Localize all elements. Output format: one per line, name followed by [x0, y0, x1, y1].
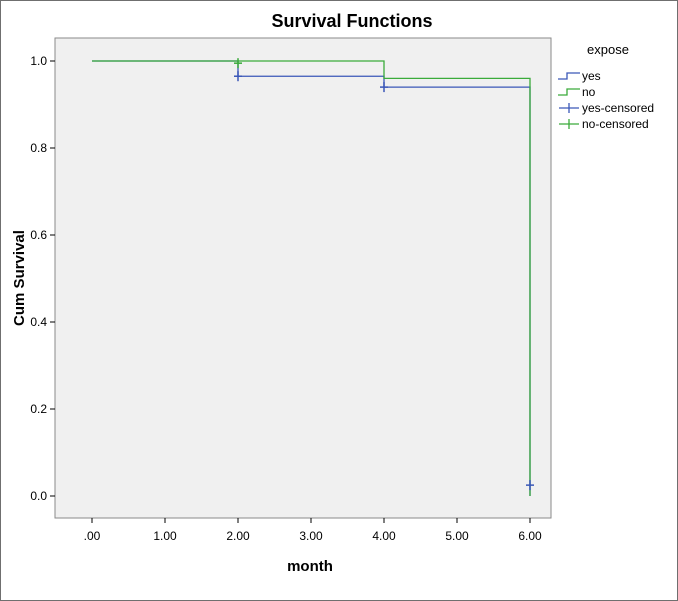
y-tick-label: 0.4 [30, 315, 47, 329]
y-tick-label: 1.0 [30, 54, 47, 68]
censored-mark-yes [526, 480, 534, 491]
legend-line-swatch [558, 72, 580, 80]
plot-area [54, 37, 552, 519]
x-tick-label: .00 [84, 529, 101, 543]
legend-label: no [582, 85, 596, 99]
series-line-no [92, 60, 531, 496]
x-tick-label: 3.00 [299, 529, 323, 543]
legend-label: yes [582, 69, 601, 83]
legend-item-yes-censored: yes-censored [559, 101, 654, 115]
legend-item-no-censored: no-censored [559, 117, 649, 131]
y-axis-label: Cum Survival [11, 230, 28, 326]
legend-item-no: no [558, 85, 596, 99]
chart-title: Survival Functions [271, 11, 432, 31]
censored-mark-yes [380, 82, 388, 93]
y-tick-label: 0.0 [30, 489, 47, 503]
x-tick-label: 2.00 [226, 529, 250, 543]
censored-mark-yes [234, 71, 242, 82]
legend-label: yes-censored [582, 101, 654, 115]
y-tick-label: 0.8 [30, 141, 47, 155]
x-tick-label: 6.00 [518, 529, 542, 543]
x-tick-label: 4.00 [372, 529, 396, 543]
x-axis-label: month [287, 558, 333, 575]
legend-item-yes: yes [558, 69, 601, 83]
legend-line-swatch [558, 88, 580, 96]
censored-mark-no [234, 58, 242, 69]
x-tick-label: 5.00 [445, 529, 469, 543]
y-tick-label: 0.2 [30, 402, 47, 416]
legend-label: no-censored [582, 117, 649, 131]
x-tick-label: 1.00 [153, 529, 177, 543]
legend-title: expose [587, 42, 629, 57]
y-tick-label: 0.6 [30, 228, 47, 242]
